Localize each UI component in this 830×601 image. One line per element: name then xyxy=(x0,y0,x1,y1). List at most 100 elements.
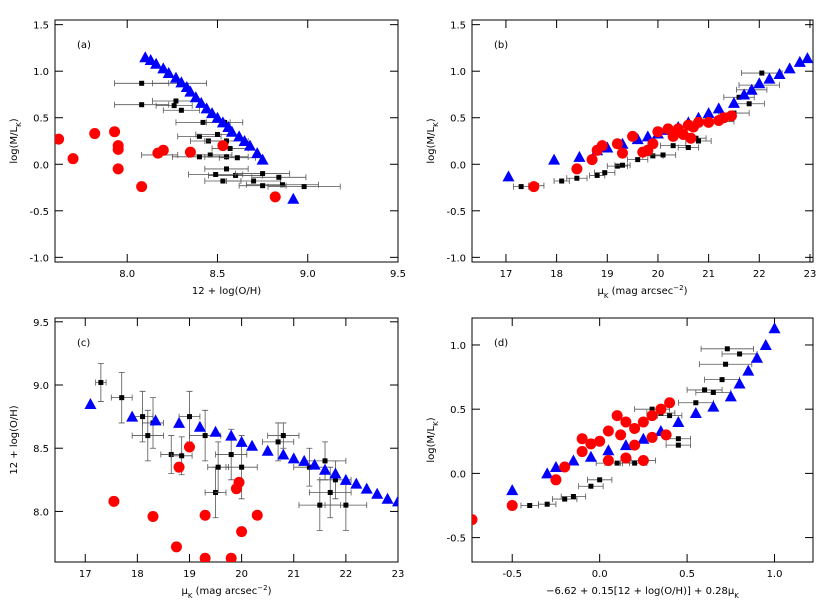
triangle-point xyxy=(209,425,222,437)
triangle-point xyxy=(549,460,562,472)
y-tick-label: 1.0 xyxy=(450,67,466,78)
label-part: −2 xyxy=(257,584,267,592)
panel: 17 18 19 20 21 22 23 1.5 1.0 0.5 0.0 -0.5 -1.0 (b) μK … xyxy=(426,19,816,300)
circle-point xyxy=(637,416,649,428)
y-tick-label: 1.0 xyxy=(33,67,49,78)
square-point xyxy=(224,166,229,172)
triangle-point xyxy=(319,463,332,475)
x-tick-label: 21 xyxy=(287,569,300,580)
triangle-point xyxy=(763,72,776,84)
points xyxy=(84,363,398,562)
triangle-point xyxy=(206,107,219,119)
circle-point xyxy=(199,552,211,562)
circle-point xyxy=(725,110,737,122)
square-point xyxy=(179,453,185,459)
points xyxy=(472,322,781,526)
y-tick-label: 9.0 xyxy=(33,381,49,392)
triangle-point xyxy=(200,102,213,114)
triangle-point xyxy=(169,71,182,83)
label-part: 12 + log(O/H) xyxy=(192,286,261,297)
square-point xyxy=(574,175,580,181)
circle-point xyxy=(646,410,658,422)
y-tick-label: 0.0 xyxy=(450,469,466,480)
triangle-point xyxy=(175,76,188,88)
square-point xyxy=(614,460,620,466)
circle-point xyxy=(637,455,649,467)
triangle-point xyxy=(238,135,251,146)
triangle-point xyxy=(189,91,202,103)
plot-frame xyxy=(471,19,814,263)
triangle-point xyxy=(298,454,311,466)
y-tick-label: -1.0 xyxy=(446,253,466,264)
triangle-point xyxy=(702,107,715,119)
label-part: ) xyxy=(426,118,437,122)
triangle-point xyxy=(261,444,274,456)
square-point xyxy=(171,103,177,109)
triangle-point xyxy=(225,125,238,137)
triangle-point xyxy=(126,410,139,422)
x-tick-label: 9.0 xyxy=(300,269,316,280)
triangle-point xyxy=(277,448,290,460)
triangle-point xyxy=(243,139,256,151)
triangle-point xyxy=(707,400,720,412)
x-tick-label: 8.5 xyxy=(210,269,226,280)
x-tick-label: 22 xyxy=(753,269,766,280)
label-part: −2 xyxy=(673,284,683,292)
triangle-point xyxy=(211,111,224,123)
triangle-point xyxy=(733,377,746,389)
triangle-point xyxy=(506,484,519,496)
square-point xyxy=(619,162,625,168)
panel-label: (b) xyxy=(494,40,508,51)
circle-point xyxy=(596,140,608,152)
x-tick-label: 17 xyxy=(500,269,513,280)
label-part: ) xyxy=(9,118,20,122)
triangle-point xyxy=(738,88,751,100)
square-point xyxy=(196,154,202,160)
y-tick-label: -0.5 xyxy=(29,207,49,218)
square-point xyxy=(544,501,550,507)
triangle-point xyxy=(246,439,259,451)
circle-point xyxy=(611,138,623,150)
square-point xyxy=(667,413,673,419)
circle-point xyxy=(585,438,597,450)
square-point xyxy=(702,387,708,393)
y-tick-label: 0.5 xyxy=(450,114,466,125)
label-part: log(M/L xyxy=(9,126,20,163)
circle-point xyxy=(664,397,676,409)
square-point xyxy=(224,138,229,144)
circle-point xyxy=(646,431,658,443)
triangle-point xyxy=(773,67,786,79)
square-point xyxy=(724,346,730,352)
square-point xyxy=(736,94,742,100)
circle-point xyxy=(233,476,245,488)
square-point xyxy=(649,406,655,412)
circle-point xyxy=(112,143,124,155)
x-tick-label: 19 xyxy=(183,569,196,580)
circle-point xyxy=(147,510,159,522)
label-part: ) xyxy=(684,286,688,297)
label-part: ) xyxy=(426,417,437,421)
y-axis-label: log(M/LK) xyxy=(426,417,440,462)
points xyxy=(55,51,341,204)
triangle-point xyxy=(173,416,186,428)
circle-point xyxy=(629,439,641,451)
circle-point xyxy=(685,132,697,144)
y-tick-label: 0.5 xyxy=(450,405,466,416)
x-tick-label: 8.0 xyxy=(119,269,135,280)
y-tick-label: 0.0 xyxy=(33,160,49,171)
square-point xyxy=(280,433,286,439)
triangle-point xyxy=(251,147,264,159)
x-tick-label: -0.5 xyxy=(502,569,522,580)
triangle-point xyxy=(541,467,554,479)
triangle-point xyxy=(381,492,394,504)
square-point xyxy=(635,157,641,163)
square-point xyxy=(327,489,333,495)
circle-point xyxy=(620,452,632,464)
square-point xyxy=(98,379,104,385)
y-tick-label: 0.0 xyxy=(450,160,466,171)
circle-point xyxy=(586,154,598,166)
points xyxy=(502,52,813,193)
square-point xyxy=(178,107,184,113)
